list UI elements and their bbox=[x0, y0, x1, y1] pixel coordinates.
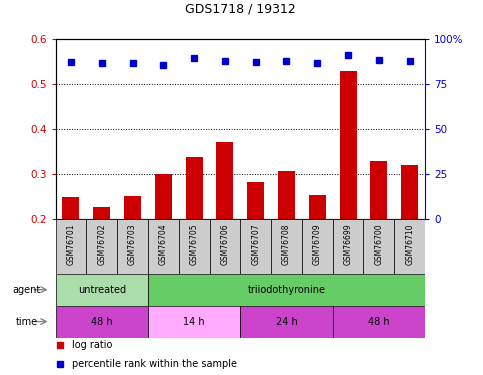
Text: GSM76704: GSM76704 bbox=[159, 224, 168, 266]
Bar bbox=[86, 219, 117, 274]
Text: GSM76705: GSM76705 bbox=[190, 224, 199, 266]
Bar bbox=[333, 306, 425, 338]
Bar bbox=[93, 207, 110, 219]
Bar bbox=[370, 161, 387, 219]
Bar bbox=[179, 219, 210, 274]
Bar bbox=[278, 171, 295, 219]
Bar bbox=[148, 306, 241, 338]
Bar bbox=[62, 197, 79, 219]
Text: 48 h: 48 h bbox=[368, 316, 390, 327]
Text: GSM76706: GSM76706 bbox=[220, 224, 229, 266]
Bar bbox=[302, 219, 333, 274]
Bar bbox=[216, 142, 233, 219]
Text: GDS1718 / 19312: GDS1718 / 19312 bbox=[185, 2, 296, 15]
Text: time: time bbox=[15, 316, 38, 327]
Bar bbox=[56, 219, 86, 274]
Bar bbox=[117, 219, 148, 274]
Text: GSM76701: GSM76701 bbox=[67, 224, 75, 265]
Text: GSM76703: GSM76703 bbox=[128, 224, 137, 266]
Text: 14 h: 14 h bbox=[183, 316, 205, 327]
Bar bbox=[333, 219, 364, 274]
Text: GSM76702: GSM76702 bbox=[97, 224, 106, 265]
Bar bbox=[247, 182, 264, 219]
Bar bbox=[148, 274, 425, 306]
Text: GSM76699: GSM76699 bbox=[343, 224, 353, 266]
Bar bbox=[210, 219, 240, 274]
Bar bbox=[240, 219, 271, 274]
Bar bbox=[394, 219, 425, 274]
Text: GSM76700: GSM76700 bbox=[374, 224, 384, 266]
Text: untreated: untreated bbox=[78, 285, 126, 295]
Bar bbox=[56, 306, 148, 338]
Bar bbox=[241, 306, 333, 338]
Text: log ratio: log ratio bbox=[72, 340, 113, 350]
Bar bbox=[340, 71, 356, 219]
Text: GSM76710: GSM76710 bbox=[405, 224, 414, 265]
Bar bbox=[148, 219, 179, 274]
Text: GSM76709: GSM76709 bbox=[313, 224, 322, 266]
Bar bbox=[124, 195, 141, 219]
Text: GSM76707: GSM76707 bbox=[251, 224, 260, 266]
Bar bbox=[271, 219, 302, 274]
Bar bbox=[155, 174, 172, 219]
Bar bbox=[401, 165, 418, 219]
Text: triiodothyronine: triiodothyronine bbox=[247, 285, 326, 295]
Text: agent: agent bbox=[13, 285, 41, 295]
Bar bbox=[185, 157, 202, 219]
Text: percentile rank within the sample: percentile rank within the sample bbox=[72, 359, 237, 369]
Text: 24 h: 24 h bbox=[276, 316, 298, 327]
Bar bbox=[364, 219, 394, 274]
Text: GSM76708: GSM76708 bbox=[282, 224, 291, 265]
Bar bbox=[56, 274, 148, 306]
Bar bbox=[309, 195, 326, 219]
Text: 48 h: 48 h bbox=[91, 316, 113, 327]
